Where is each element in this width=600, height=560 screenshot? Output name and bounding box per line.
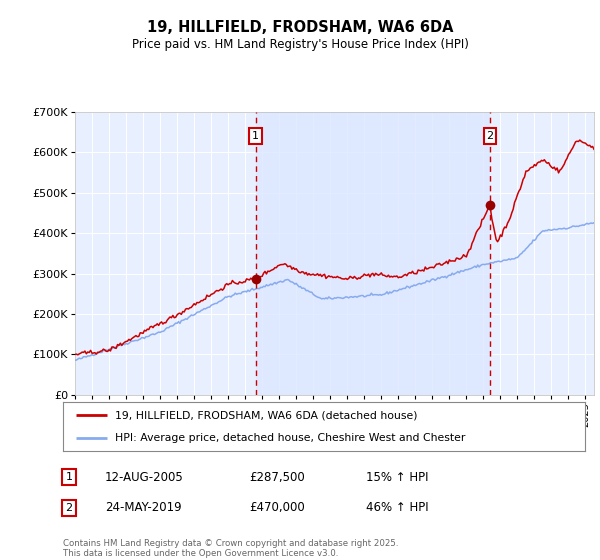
Text: 15% ↑ HPI: 15% ↑ HPI: [366, 470, 428, 484]
Text: 1: 1: [65, 472, 73, 482]
Text: 24-MAY-2019: 24-MAY-2019: [105, 501, 182, 515]
Text: Price paid vs. HM Land Registry's House Price Index (HPI): Price paid vs. HM Land Registry's House …: [131, 38, 469, 51]
Bar: [256, 112, 490, 395]
Text: 46% ↑ HPI: 46% ↑ HPI: [366, 501, 428, 515]
Text: 2: 2: [65, 503, 73, 513]
Text: £287,500: £287,500: [249, 470, 305, 484]
Text: £470,000: £470,000: [249, 501, 305, 515]
Text: 12-AUG-2005: 12-AUG-2005: [105, 470, 184, 484]
Text: Contains HM Land Registry data © Crown copyright and database right 2025.
This d: Contains HM Land Registry data © Crown c…: [63, 539, 398, 558]
Text: 19, HILLFIELD, FRODSHAM, WA6 6DA: 19, HILLFIELD, FRODSHAM, WA6 6DA: [147, 20, 453, 35]
Text: HPI: Average price, detached house, Cheshire West and Chester: HPI: Average price, detached house, Ches…: [115, 433, 466, 444]
Text: 1: 1: [252, 131, 259, 141]
Text: 19, HILLFIELD, FRODSHAM, WA6 6DA (detached house): 19, HILLFIELD, FRODSHAM, WA6 6DA (detach…: [115, 410, 418, 421]
Text: 2: 2: [487, 131, 494, 141]
